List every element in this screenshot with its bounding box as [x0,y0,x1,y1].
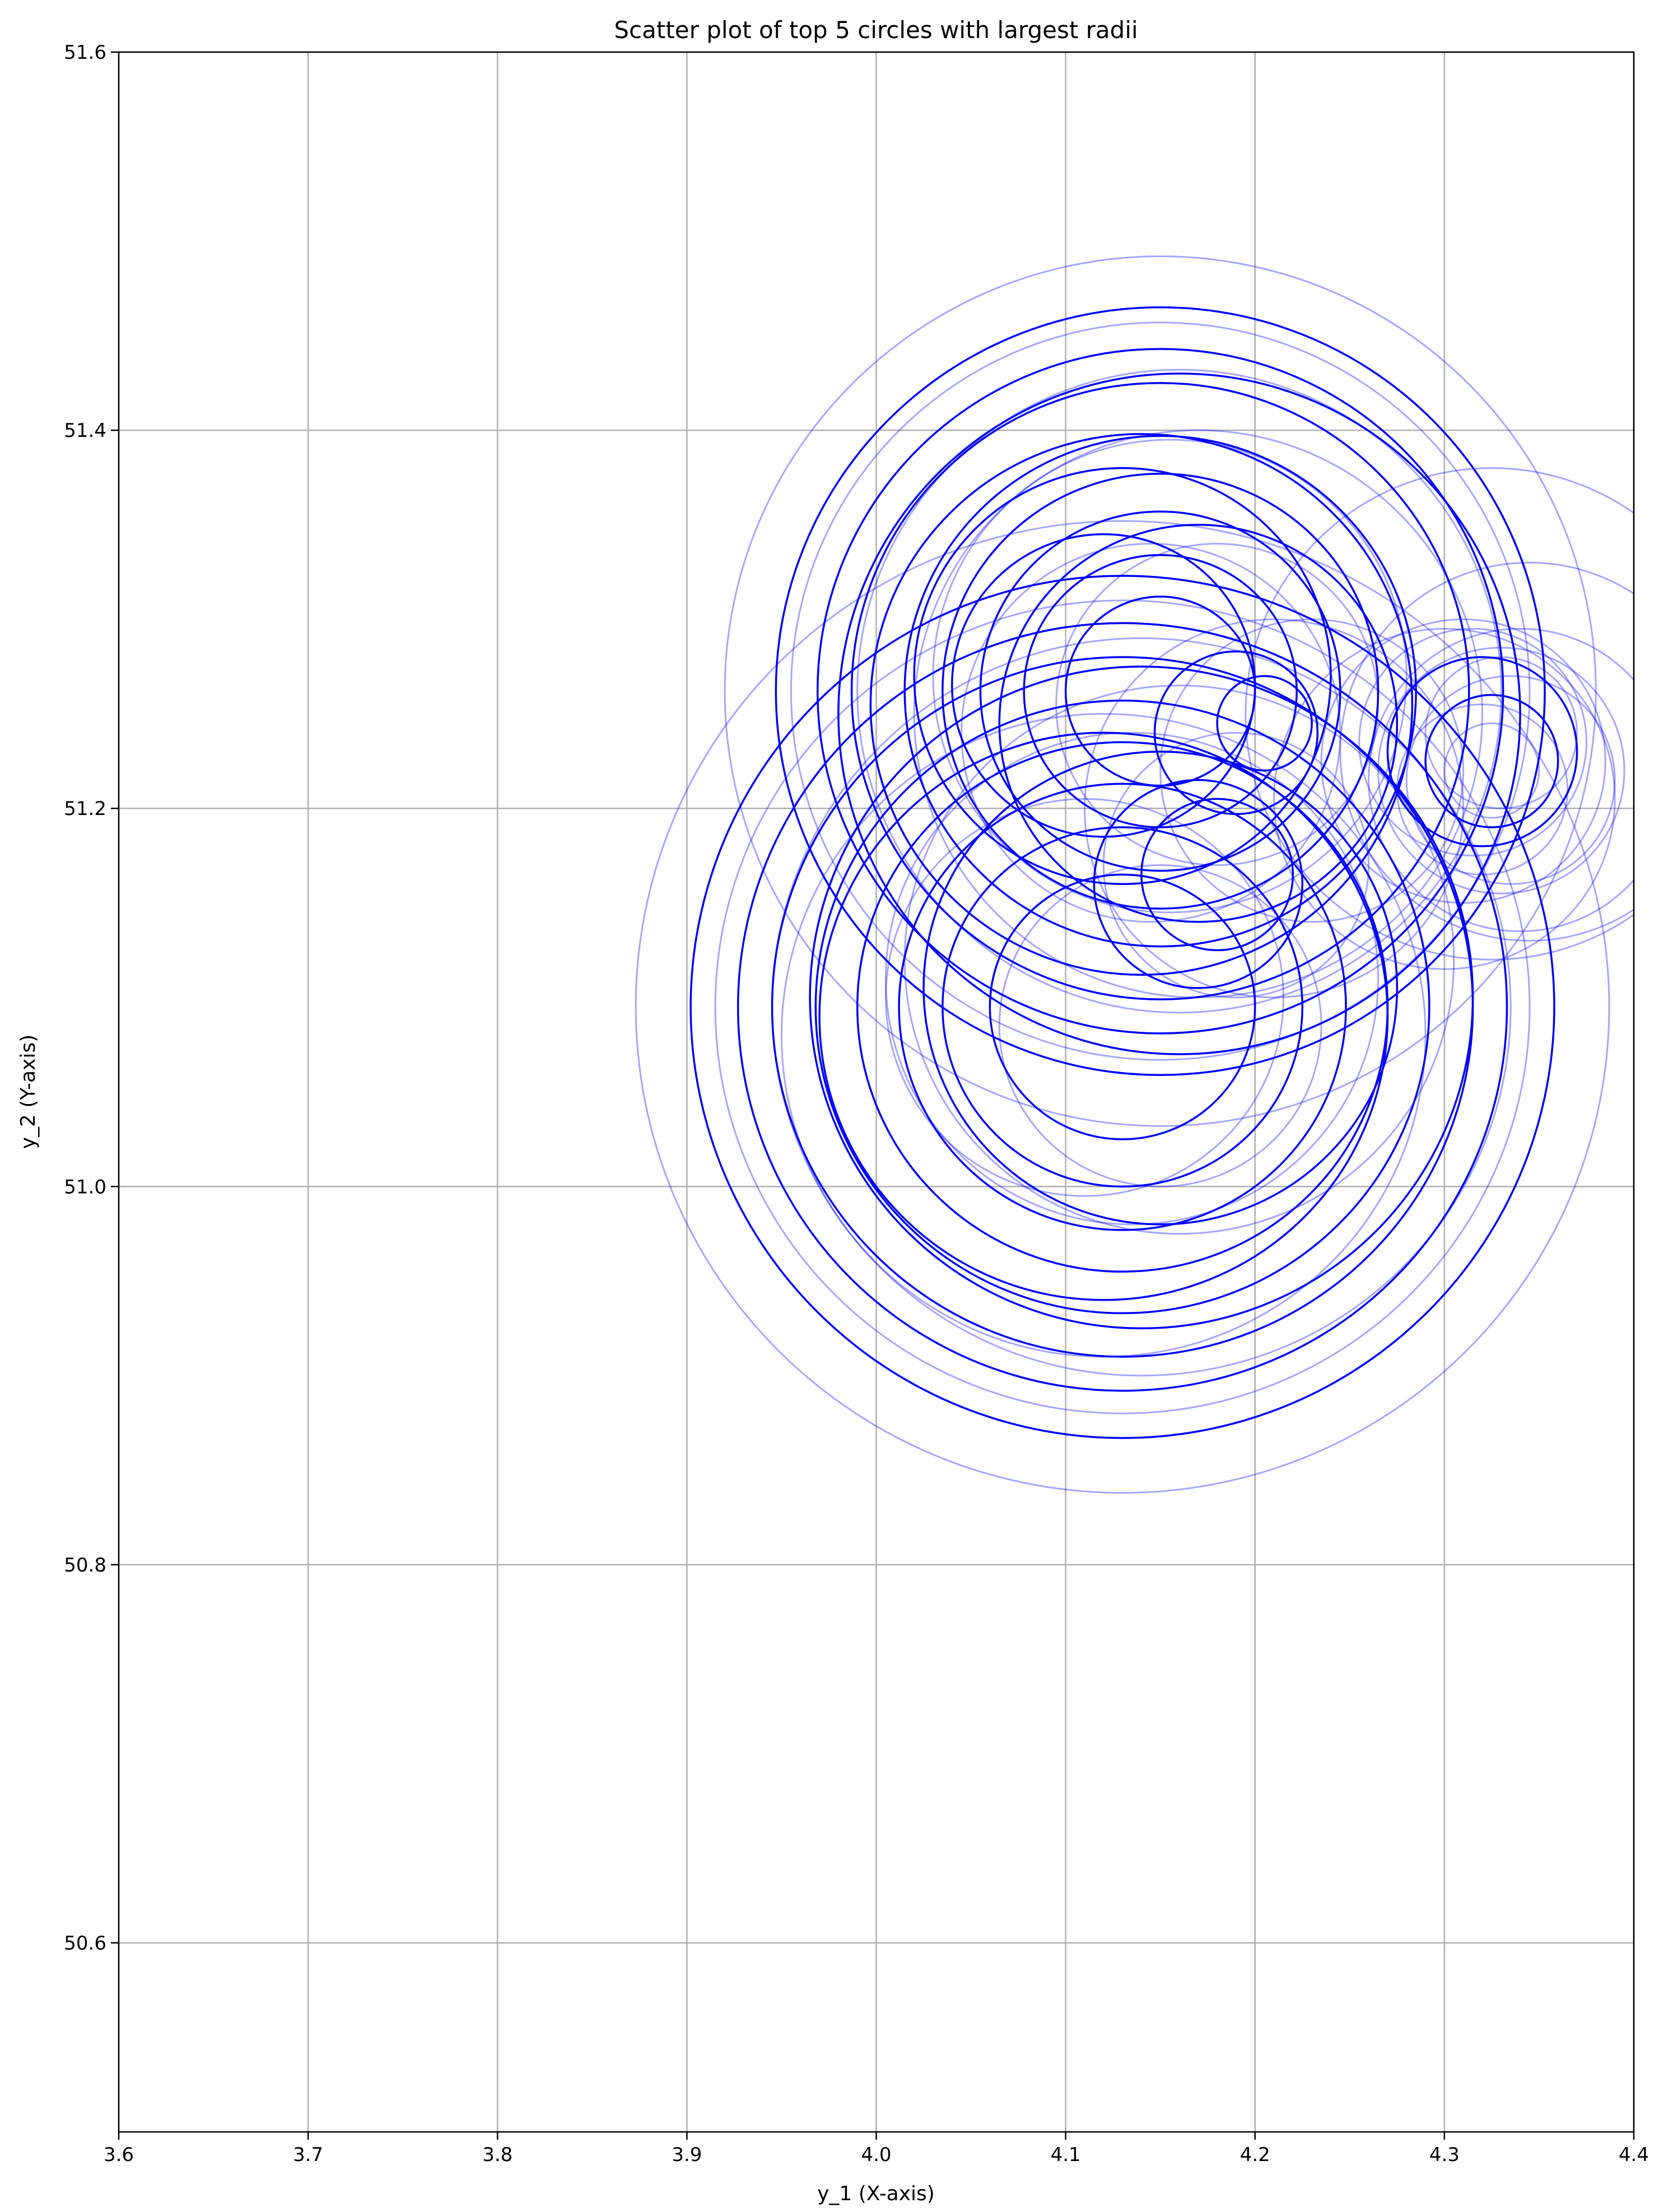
circle-faint [884,798,1284,1197]
circle-faint [724,255,1597,1127]
y-axis-label: y_2 (Y-axis) [17,1035,40,1149]
circle [1093,779,1304,989]
x-tick-label: 4.2 [1240,2144,1270,2166]
circle [1386,656,1578,847]
circle [775,306,1546,1076]
circle [869,433,1414,976]
circle [818,732,1389,1301]
circle [1023,554,1298,828]
circle-faint [1083,618,1465,999]
y-tick-label: 50.6 [64,1932,106,1954]
circle [1216,675,1313,772]
circle-faint [714,599,1531,1414]
x-axis-ticks: 3.6 3.7 3.8 3.9 4.0 4.1 4.2 4.3 4.4 [104,2132,1649,2166]
x-tick-label: 4.3 [1429,2144,1460,2166]
x-axis-label: y_1 (X-axis) [817,2182,935,2205]
chart-title: Scatter plot of top 5 circles with large… [614,16,1138,44]
x-tick-label: 3.7 [293,2144,323,2166]
circles [635,255,1634,1494]
circle-faint [1358,628,1587,857]
circle [989,873,1256,1140]
x-tick-label: 4.0 [861,2144,891,2166]
circle-faint [790,322,1531,1061]
y-tick-label: 51.6 [64,41,106,64]
circle-faint [1102,732,1370,999]
y-tick-label: 51.2 [64,798,106,820]
y-tick-label: 51.4 [64,420,106,442]
circle [942,472,1380,910]
circle [814,700,1430,1315]
circle [951,533,1256,838]
y-tick-label: 50.8 [64,1554,106,1576]
x-tick-label: 3.8 [482,2144,512,2166]
circle-faint [1443,722,1540,819]
circle [850,381,1470,1000]
circle [913,467,1332,885]
x-tick-label: 3.6 [104,2144,134,2166]
circle [837,372,1521,1055]
circle [809,665,1474,1330]
circle-faint [1273,628,1616,970]
circle-faint [998,864,1322,1188]
circle [1140,798,1294,952]
x-tick-label: 3.9 [672,2144,702,2166]
circle-faint [1245,467,1634,961]
y-tick-label: 51.0 [64,1176,106,1198]
x-tick-label: 4.1 [1051,2144,1081,2166]
circle [1424,693,1559,828]
circle-faint [932,439,1408,914]
circle-faint [856,369,1502,1014]
circle-faint [635,520,1610,1494]
circle [816,348,1504,1035]
circle-faint [1339,561,1634,942]
circle [898,783,1347,1231]
circle [737,622,1508,1392]
x-tick-label: 4.4 [1619,2144,1649,2166]
circle [922,751,1399,1226]
circle [998,524,1399,923]
circle [689,575,1555,1439]
y-axis-ticks: 50.6 50.8 51.0 51.2 51.4 51.6 [64,41,119,1954]
circle-faint [1405,675,1616,885]
circle-faint [1368,628,1634,933]
circle-faint [884,732,1380,1226]
circle [942,826,1304,1188]
